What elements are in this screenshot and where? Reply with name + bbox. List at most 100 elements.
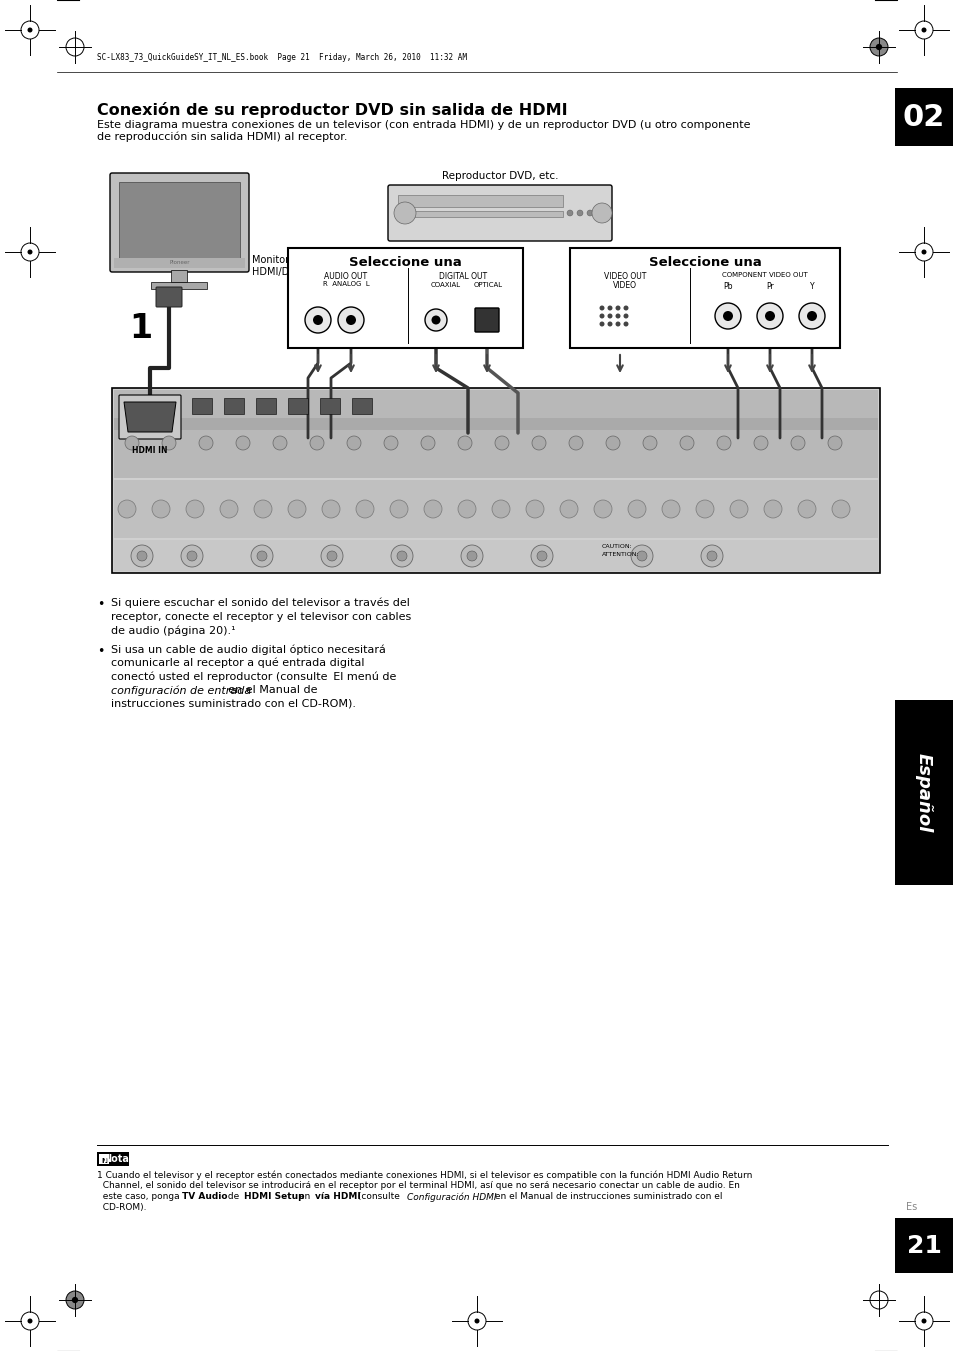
Circle shape [390, 500, 408, 517]
Bar [192, 399, 212, 413]
Text: Es: Es [905, 1202, 916, 1212]
Circle shape [623, 305, 628, 311]
Circle shape [607, 313, 612, 319]
Text: VIDEO OUT: VIDEO OUT [603, 272, 645, 281]
Circle shape [384, 436, 397, 450]
Circle shape [199, 436, 213, 450]
Bar [113, 390, 877, 478]
Circle shape [431, 316, 440, 324]
Text: N: N [101, 1158, 107, 1165]
Text: R  ANALOG  L: R ANALOG L [322, 281, 369, 286]
Circle shape [729, 500, 747, 517]
Text: TV Audio: TV Audio [182, 1192, 227, 1201]
Circle shape [594, 500, 612, 517]
Circle shape [21, 1312, 39, 1329]
FancyBboxPatch shape [475, 308, 498, 332]
Circle shape [764, 311, 774, 322]
Circle shape [251, 544, 273, 567]
Circle shape [706, 551, 717, 561]
Circle shape [597, 209, 602, 216]
Circle shape [495, 436, 509, 450]
Text: ATTENTION:: ATTENTION: [601, 553, 639, 557]
Circle shape [131, 544, 152, 567]
Circle shape [467, 551, 476, 561]
Circle shape [717, 436, 730, 450]
Circle shape [235, 436, 250, 450]
Text: Monitor compatible con
HDMI/DVI: Monitor compatible con HDMI/DVI [252, 255, 367, 277]
Bar [113, 540, 877, 571]
Circle shape [337, 307, 364, 332]
Circle shape [181, 544, 203, 567]
Circle shape [394, 203, 416, 224]
Polygon shape [124, 403, 175, 432]
Text: VIDEO: VIDEO [613, 281, 637, 290]
Circle shape [355, 500, 374, 517]
Text: Español: Español [914, 754, 932, 832]
Text: COMPONENT VIDEO OUT: COMPONENT VIDEO OUT [721, 272, 807, 278]
Circle shape [799, 303, 824, 330]
Text: 1 Cuando el televisor y el receptor estén conectados mediante conexiones HDMI, s: 1 Cuando el televisor y el receptor esté… [97, 1170, 752, 1179]
Text: Conexión de su reproductor DVD sin salida de HDMI: Conexión de su reproductor DVD sin salid… [97, 101, 567, 118]
Circle shape [125, 436, 139, 450]
Text: en el Manual de instrucciones suministrado con el: en el Manual de instrucciones suministra… [492, 1192, 721, 1201]
Circle shape [66, 38, 84, 55]
Circle shape [615, 305, 619, 311]
Circle shape [327, 551, 336, 561]
Circle shape [592, 203, 612, 223]
Circle shape [220, 500, 237, 517]
Circle shape [598, 313, 604, 319]
Text: Pb: Pb [722, 282, 732, 290]
Text: en el Manual de: en el Manual de [226, 685, 317, 694]
Circle shape [627, 500, 645, 517]
Circle shape [322, 500, 339, 517]
Text: Seleccione una: Seleccione una [349, 255, 461, 269]
Text: 21: 21 [905, 1233, 941, 1258]
Circle shape [914, 243, 932, 261]
Bar [224, 399, 244, 413]
Circle shape [637, 551, 646, 561]
Circle shape [679, 436, 693, 450]
Circle shape [615, 322, 619, 327]
Text: instrucciones suministrado con el CD-ROM).: instrucciones suministrado con el CD-ROM… [111, 698, 355, 708]
Circle shape [253, 500, 272, 517]
Circle shape [468, 1312, 485, 1329]
Text: OPTICAL: OPTICAL [474, 282, 502, 288]
Circle shape [914, 1312, 932, 1329]
Bar [894, 88, 953, 146]
Bar [894, 700, 953, 885]
Text: en: en [295, 1192, 313, 1201]
Circle shape [457, 500, 476, 517]
Circle shape [28, 250, 32, 254]
Text: Y: Y [809, 282, 814, 290]
Bar [113, 480, 877, 538]
Circle shape [661, 500, 679, 517]
Circle shape [598, 305, 604, 311]
Bar [151, 282, 207, 289]
Text: Si usa un cable de audio digital óptico necesitará: Si usa un cable de audio digital óptico … [111, 644, 385, 655]
Text: este caso, ponga: este caso, ponga [97, 1192, 182, 1201]
Text: comunicarle al receptor a qué entrada digital: comunicarle al receptor a qué entrada di… [111, 658, 364, 669]
Circle shape [827, 436, 841, 450]
Circle shape [598, 322, 604, 327]
Text: •: • [97, 598, 104, 611]
Bar [99, 1154, 109, 1165]
Circle shape [532, 436, 545, 450]
Circle shape [137, 551, 147, 561]
Circle shape [21, 243, 39, 261]
Text: Pioneer: Pioneer [169, 261, 190, 266]
Text: HDMI Setup: HDMI Setup [244, 1192, 304, 1201]
Bar [288, 249, 522, 349]
Circle shape [869, 38, 887, 55]
Text: CAUTION:: CAUTION: [601, 544, 632, 549]
Circle shape [753, 436, 767, 450]
Text: de reproducción sin salida HDMI) al receptor.: de reproducción sin salida HDMI) al rece… [97, 132, 347, 142]
Circle shape [152, 500, 170, 517]
Bar [171, 270, 187, 282]
Circle shape [305, 307, 331, 332]
Circle shape [347, 436, 360, 450]
Circle shape [525, 500, 543, 517]
Circle shape [790, 436, 804, 450]
Circle shape [921, 250, 925, 254]
Circle shape [346, 315, 355, 326]
Circle shape [288, 500, 306, 517]
